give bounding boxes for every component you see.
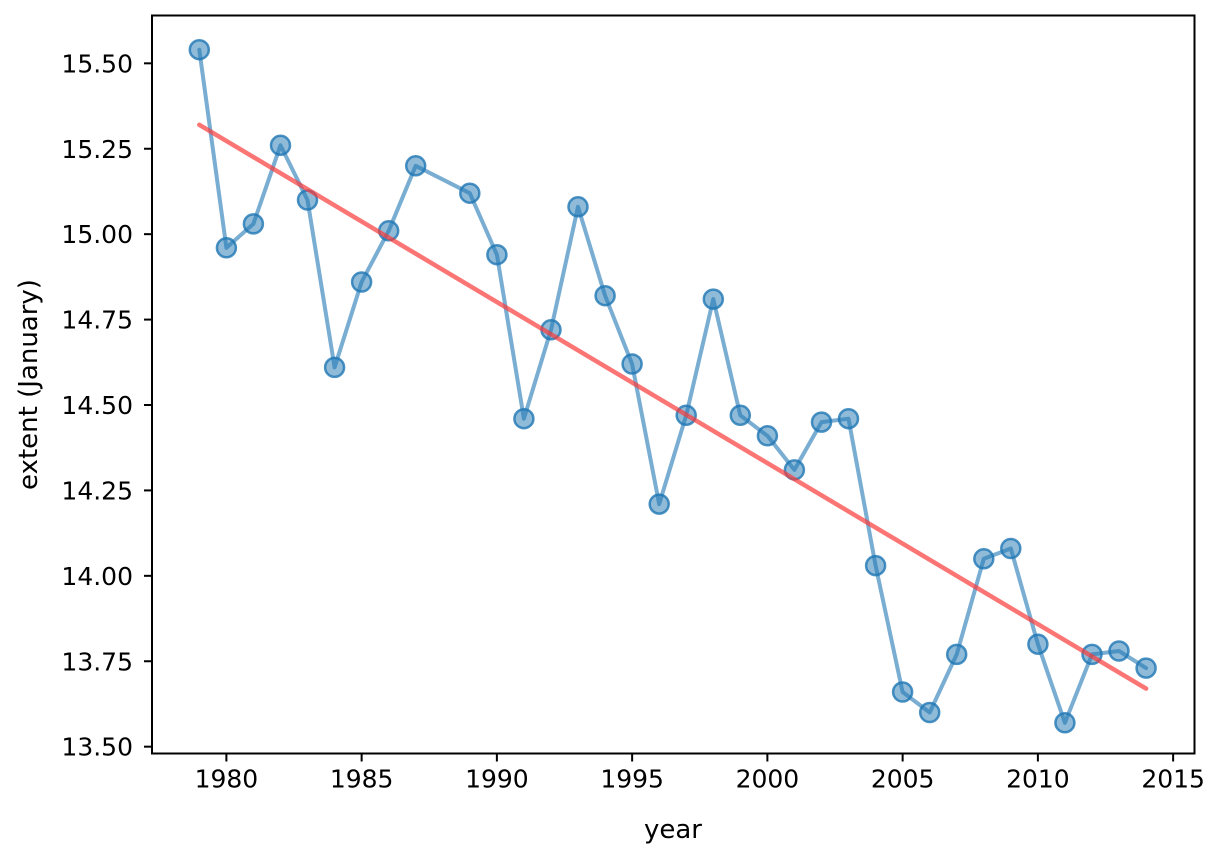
january-extent-point (486, 243, 508, 266)
y-tick-label: 13.75 (61, 647, 133, 676)
january-extent-point (404, 155, 427, 177)
january-extent-point (215, 237, 238, 259)
axes-frame (151, 14, 1196, 755)
january-extent-point (945, 643, 968, 666)
x-tick-label: 1980 (195, 765, 259, 794)
january-extent-point (1027, 633, 1049, 655)
x-tick-label: 1990 (465, 765, 529, 794)
y-tick-label: 14.00 (61, 562, 133, 591)
january-extent-point (269, 134, 292, 157)
january-extent-point (513, 407, 535, 430)
y-tick-label: 14.25 (61, 476, 133, 505)
january-extent-point (729, 404, 752, 427)
january-extent-point (973, 548, 995, 570)
january-extent-point (594, 284, 616, 307)
january-extent-point (756, 425, 779, 447)
y-tick-label: 15.50 (61, 49, 133, 78)
y-tick-label: 14.50 (61, 391, 133, 420)
january-extent-point (1135, 657, 1157, 679)
january-extent-point (864, 554, 887, 577)
y-tick-label: 15.25 (61, 135, 133, 164)
x-tick-label: 2005 (871, 765, 935, 794)
y-tick-label: 14.75 (61, 306, 133, 335)
january-extent-point (918, 701, 941, 724)
y-axis-label: extent (January) (14, 279, 44, 490)
x-tick-label: 2000 (736, 765, 800, 794)
january-extent-line (197, 47, 1149, 725)
january-extent-point (1000, 537, 1022, 560)
x-tick-label: 1985 (330, 765, 394, 794)
january-extent-point (891, 681, 914, 703)
january-extent-point (188, 38, 211, 61)
january-extent-point (323, 356, 346, 379)
january-extent-point (1054, 712, 1076, 734)
data-layer (188, 38, 1157, 734)
january-extent-point (567, 196, 589, 218)
january-extent-point (242, 213, 265, 235)
january-extent-point (648, 493, 670, 515)
january-extent-point (837, 407, 860, 430)
x-tick-label: 2015 (1141, 765, 1205, 794)
x-tick-label: 2010 (1006, 765, 1070, 794)
january-extent-point (621, 353, 643, 375)
january-extent-point (810, 411, 833, 433)
y-tick-label: 13.50 (61, 733, 133, 762)
january-extent-point (1108, 640, 1130, 662)
x-tick-label: 1995 (600, 765, 664, 794)
frame-layer (151, 14, 1196, 755)
ticks-layer: 1980 1985 1990 1995 2000 2005 2010 2015 13.50 13.… (61, 49, 1205, 793)
x-axis-label: year (644, 815, 702, 845)
january-extent-point (702, 288, 725, 310)
january-extent-point (350, 271, 373, 293)
y-tick-label: 15.00 (61, 220, 133, 249)
january-extent-point (459, 182, 481, 204)
linear-trend-line (197, 122, 1149, 691)
